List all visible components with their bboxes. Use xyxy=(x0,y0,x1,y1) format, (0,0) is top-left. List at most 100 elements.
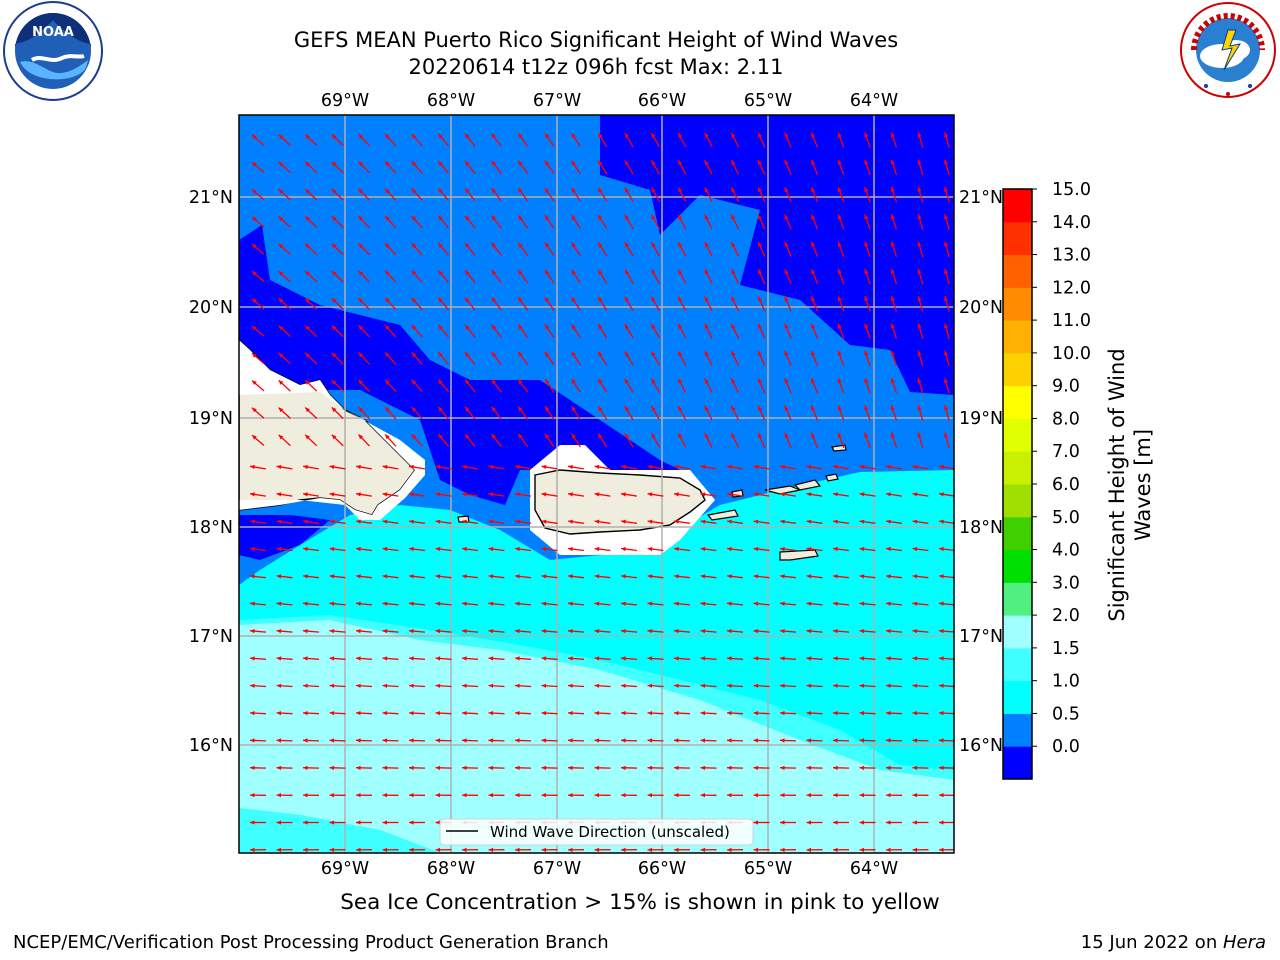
wind-arrow-head xyxy=(544,297,550,303)
wind-arrow-head xyxy=(356,738,361,743)
wind-arrow-head xyxy=(598,269,603,275)
wind-arrow-head xyxy=(944,323,949,329)
wind-arrow-head xyxy=(678,242,683,248)
wind-arrow-head xyxy=(674,546,679,552)
wind-arrow-head xyxy=(731,378,736,384)
wind-arrow-head xyxy=(731,433,736,439)
wind-arrow-head xyxy=(250,464,255,470)
wave-band-1-5-2b xyxy=(239,808,440,853)
lat-label: 17°N xyxy=(189,627,233,647)
wind-arrow-head xyxy=(515,464,520,470)
lon-label: 66°W xyxy=(638,91,686,111)
wind-arrow-head xyxy=(784,187,789,193)
wind-arrow-head xyxy=(833,847,838,852)
colorbar-tick-label: 13.0 xyxy=(1052,246,1091,266)
wind-arrow-head xyxy=(731,187,736,193)
wind-arrow-head xyxy=(886,820,891,825)
wind-arrow-head xyxy=(864,268,869,274)
wind-arrow-head xyxy=(411,297,417,303)
wind-arrow-head xyxy=(435,546,441,552)
wind-arrow-head xyxy=(700,519,706,524)
wind-arrow-head xyxy=(491,270,497,275)
wind-arrow-head xyxy=(651,160,656,166)
wind-arrow-head xyxy=(700,629,706,634)
colorbar-tick-label: 1.5 xyxy=(1052,639,1080,659)
wind-arrow-head xyxy=(890,378,895,383)
wind-arrow-head xyxy=(411,325,417,330)
wind-arrow-head xyxy=(674,519,679,524)
lon-labels-bottom: 69°W 68°W 67°W 66°W 65°W 64°W xyxy=(321,859,898,879)
wind-arrow-head xyxy=(833,546,838,552)
wind-arrow-head xyxy=(385,352,390,358)
wind-arrow-head xyxy=(598,242,603,248)
colorbar-swatch xyxy=(1003,189,1032,223)
wind-arrow-head xyxy=(811,432,816,438)
wind-arrow-head xyxy=(544,188,550,193)
wind-arrow-head xyxy=(731,405,736,411)
wind-arrow-head xyxy=(276,765,282,770)
wind-arrow-head xyxy=(488,847,494,852)
wind-arrow-head xyxy=(806,656,812,661)
wind-arrow-head xyxy=(278,271,284,276)
wind-arrow-head xyxy=(252,435,257,440)
wind-arrow-head xyxy=(890,268,895,274)
wind-arrow-head xyxy=(594,519,600,524)
wind-arrow-head xyxy=(303,519,308,524)
wind-arrow-head xyxy=(912,820,917,825)
wind-arrow-head xyxy=(411,215,417,221)
wind-arrow-head xyxy=(704,132,709,138)
wind-arrow-head xyxy=(621,519,626,524)
wind-arrow-head xyxy=(541,793,546,798)
wind-arrow-head xyxy=(462,765,467,770)
wind-arrow-head xyxy=(329,546,335,552)
legend-label: Wind Wave Direction (unscaled) xyxy=(490,823,730,841)
wind-arrow-head xyxy=(278,189,284,194)
wind-arrow-head xyxy=(912,492,918,497)
wind-arrow-head xyxy=(438,243,443,248)
wind-arrow-head xyxy=(358,407,364,412)
wind-arrow-head xyxy=(356,820,361,825)
wind-arrow-head xyxy=(621,546,626,552)
wind-arrow-head xyxy=(435,601,441,606)
wind-arrow-head xyxy=(731,323,736,329)
wind-arrow-head xyxy=(491,379,497,385)
wind-arrow-head xyxy=(944,405,949,411)
wind-arrow-head xyxy=(411,161,417,167)
wind-arrow-head xyxy=(356,765,361,770)
wind-arrow-head xyxy=(358,216,364,221)
wind-arrow-head xyxy=(758,269,762,275)
wind-arrow-head xyxy=(541,519,547,524)
wind-arrow-head xyxy=(624,215,629,220)
wind-arrow-head xyxy=(811,241,816,247)
wind-arrow-head xyxy=(886,601,891,606)
wind-arrow-head xyxy=(303,629,308,634)
wind-arrow-head xyxy=(864,241,869,247)
wind-arrow-head xyxy=(944,186,949,192)
wind-arrow-head xyxy=(438,379,443,385)
wind-arrow-head xyxy=(780,574,785,579)
wind-arrow-head xyxy=(780,683,785,688)
lon-label: 67°W xyxy=(533,859,581,879)
wind-arrow-head xyxy=(621,574,626,579)
wind-arrow-head xyxy=(303,492,308,497)
wind-arrow-head xyxy=(250,574,255,579)
wind-arrow-head xyxy=(758,241,762,247)
wind-arrow-head xyxy=(438,325,443,330)
wind-arrow-head xyxy=(647,629,653,634)
wind-arrow-head xyxy=(276,820,281,825)
wind-arrow-head xyxy=(674,793,679,798)
wind-arrow-head xyxy=(252,134,257,140)
wind-arrow-head xyxy=(917,186,922,192)
wind-arrow-head xyxy=(462,683,467,688)
wind-arrow-head xyxy=(780,546,785,552)
colorbar-swatch xyxy=(1003,516,1032,551)
wind-arrow-head xyxy=(278,243,284,249)
wind-arrow-head xyxy=(541,711,547,716)
wind-arrow-head xyxy=(731,160,736,166)
wind-arrow-head xyxy=(806,765,812,770)
wind-arrow-head xyxy=(358,434,364,440)
wind-arrow-head xyxy=(331,161,337,167)
wind-arrow-head xyxy=(252,244,257,249)
wind-arrow-head xyxy=(409,574,414,579)
